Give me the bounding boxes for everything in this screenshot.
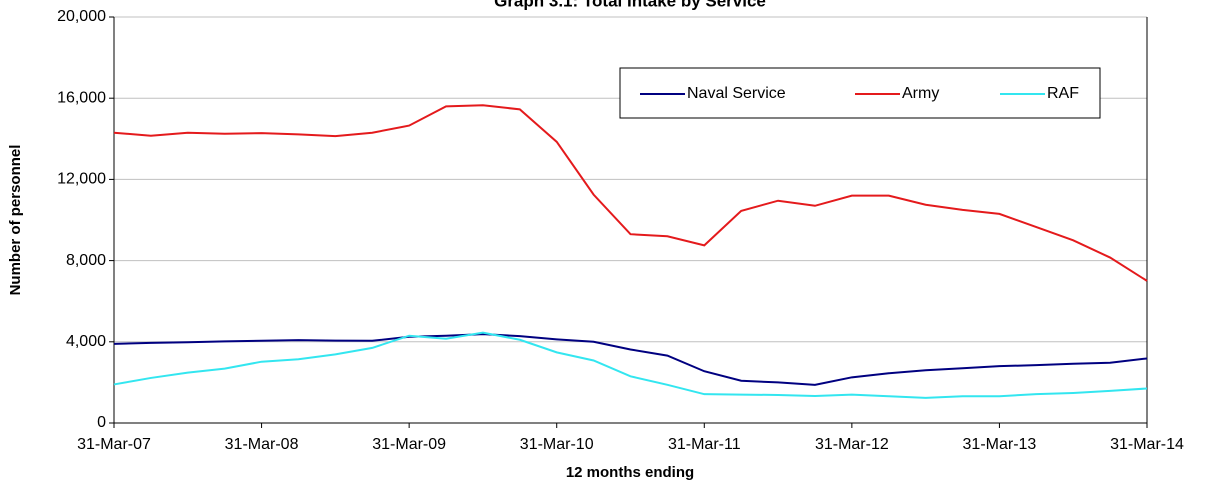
x-tick-label: 31-Mar-08 [225,436,299,453]
y-tick-label: 12,000 [57,171,106,188]
y-axis-label: Number of personnel [7,145,24,296]
x-tick-label: 31-Mar-13 [963,436,1037,453]
legend-label: Army [902,85,939,102]
x-tick-label: 31-Mar-10 [520,436,594,453]
line-series [113,333,1148,386]
legend-label: Naval Service [687,85,786,102]
legend-label: RAF [1047,85,1079,102]
x-tick-label: 31-Mar-07 [77,436,151,453]
line-series [113,331,1148,399]
y-tick-label: 0 [97,414,106,431]
x-tick-label: 31-Mar-14 [1110,436,1184,453]
x-tick-label: 31-Mar-11 [668,436,741,453]
line-series [113,104,1148,282]
chart-title: Graph 3.1: Total Intake by Service [494,0,766,10]
y-tick-label: 16,000 [57,89,106,106]
x-tick-label: 31-Mar-12 [815,436,889,453]
y-tick-label: 8,000 [66,252,106,269]
x-axis-label: 12 months ending [566,464,694,481]
y-tick-label: 20,000 [57,8,106,25]
y-tick-label: 4,000 [66,333,106,350]
x-tick-label: 31-Mar-09 [372,436,446,453]
